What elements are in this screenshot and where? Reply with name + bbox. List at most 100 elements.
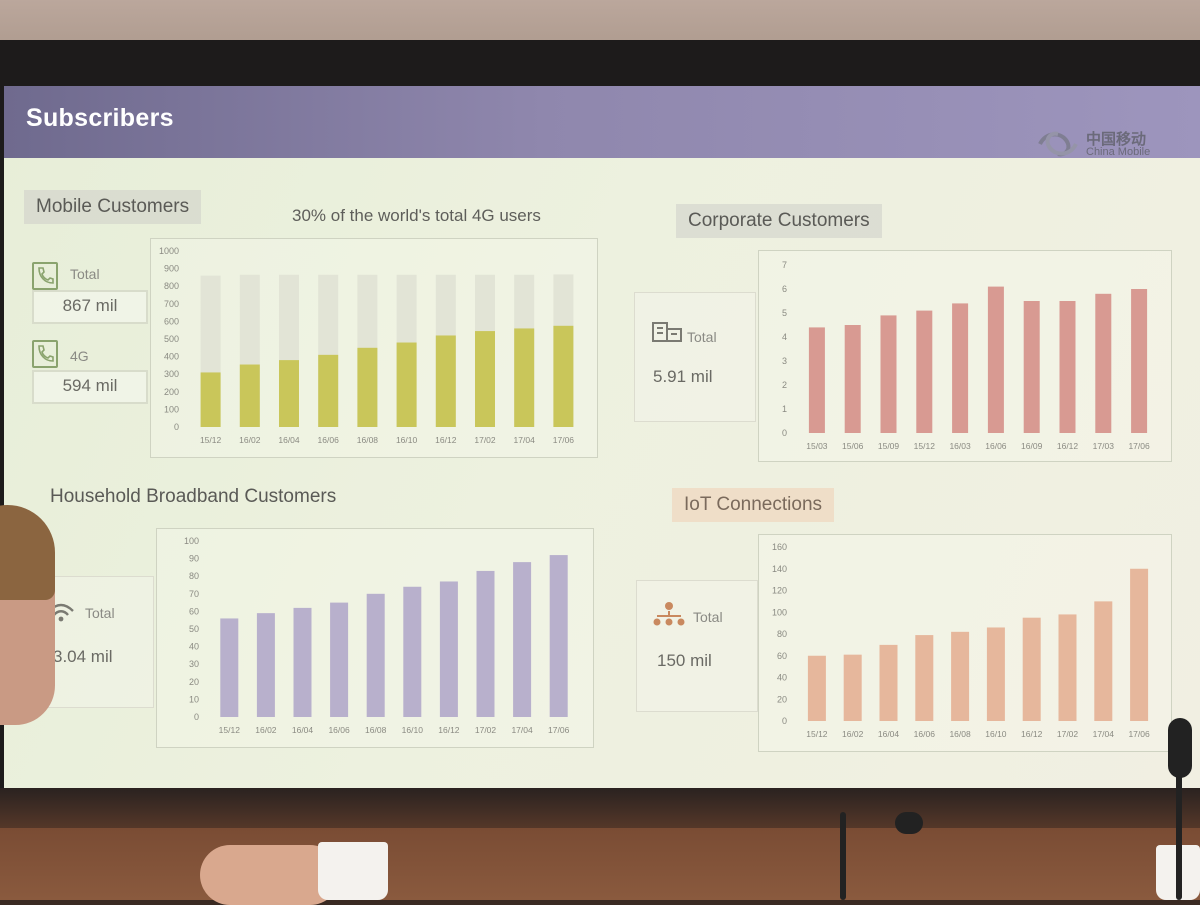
iot-total-panel: Total 150 mil — [636, 580, 758, 712]
corporate-total-panel: Total 5.91 mil — [634, 292, 756, 422]
bar — [808, 327, 825, 433]
bar — [916, 310, 933, 433]
iot-connections-title: IoT Connections — [672, 488, 835, 522]
iot-total-value: 150 mil — [657, 651, 712, 670]
x-tick-label: 17/02 — [475, 725, 497, 735]
y-tick-label: 200 — [164, 387, 179, 397]
y-tick-label: 40 — [189, 642, 199, 652]
bar — [220, 618, 239, 717]
y-tick-label: 100 — [772, 607, 787, 617]
y-tick-label: 800 — [164, 281, 179, 291]
x-tick-label: 16/10 — [402, 725, 424, 735]
y-tick-label: 40 — [777, 673, 787, 683]
x-tick-label: 16/02 — [842, 729, 864, 739]
x-tick-label: 17/06 — [1128, 441, 1150, 451]
bar — [844, 325, 861, 433]
y-tick-label: 7 — [782, 260, 787, 270]
slide: Subscribers 中国移动 China Mobile Mobile Cus… — [4, 86, 1200, 788]
x-tick-label: 16/04 — [292, 725, 314, 735]
y-tick-label: 100 — [184, 536, 199, 546]
bar — [279, 360, 299, 427]
bar — [553, 325, 574, 427]
x-tick-label: 17/06 — [548, 725, 570, 735]
china-mobile-logo-icon — [1038, 131, 1078, 157]
bar — [403, 586, 422, 717]
slide-header: Subscribers — [4, 86, 1200, 158]
mobile-total-value: 867 mil — [32, 290, 148, 324]
x-tick-label: 16/06 — [914, 729, 936, 739]
x-tick-label: 16/10 — [396, 435, 418, 445]
x-tick-label: 16/08 — [949, 729, 971, 739]
y-tick-label: 1 — [782, 404, 787, 414]
corporate-total-value: 5.91 mil — [653, 367, 713, 386]
bar — [1131, 289, 1148, 433]
x-tick-label: 16/04 — [878, 729, 900, 739]
x-tick-label: 16/12 — [1021, 729, 1043, 739]
bar — [1094, 601, 1113, 721]
y-tick-label: 900 — [164, 264, 179, 274]
y-tick-label: 20 — [189, 677, 199, 687]
y-tick-label: 80 — [189, 571, 199, 581]
bar — [952, 303, 969, 433]
y-tick-label: 0 — [782, 716, 787, 726]
y-tick-label: 5 — [782, 308, 787, 318]
x-tick-label: 16/09 — [1021, 441, 1043, 451]
corporate-total-label: Total — [687, 329, 717, 345]
x-tick-label: 17/02 — [1057, 729, 1079, 739]
bar — [200, 372, 221, 427]
x-tick-label: 17/06 — [1128, 729, 1150, 739]
building-icon — [652, 322, 682, 342]
y-tick-label: 10 — [189, 694, 199, 704]
bar — [1130, 568, 1149, 721]
x-tick-label: 16/04 — [278, 435, 300, 445]
x-tick-label: 17/06 — [553, 435, 575, 445]
x-tick-label: 16/06 — [328, 725, 350, 735]
y-tick-label: 0 — [782, 428, 787, 438]
x-tick-label: 15/12 — [219, 725, 241, 735]
bar — [475, 331, 495, 427]
iot-chart-panel: 0 20 40 60 80 100 120 140 160 15/12 16/02 16/04 16/0… — [758, 534, 1172, 752]
y-tick-label: 60 — [189, 606, 199, 616]
y-tick-label: 50 — [189, 624, 199, 634]
y-tick-label: 300 — [164, 369, 179, 379]
bar — [1059, 301, 1076, 433]
x-tick-label: 16/08 — [365, 725, 387, 735]
household-broadband-chart: 0 10 20 30 40 50 60 70 80 90 100 15/12 16/02 16/04 16/… — [184, 536, 570, 735]
x-tick-label: 16/06 — [318, 435, 340, 445]
y-tick-label: 160 — [772, 542, 787, 552]
x-tick-label: 15/12 — [914, 441, 936, 451]
bar — [366, 593, 385, 717]
bar — [1058, 614, 1077, 721]
y-tick-label: 4 — [782, 332, 787, 342]
y-tick-label: 80 — [777, 629, 787, 639]
bar — [986, 627, 1005, 721]
y-tick-label: 60 — [777, 651, 787, 661]
iot-total-label: Total — [693, 609, 723, 625]
broadband-total-label: Total — [85, 605, 115, 621]
bar — [1023, 301, 1040, 433]
y-tick-label: 90 — [189, 554, 199, 564]
x-tick-label: 16/02 — [239, 435, 261, 445]
y-tick-label: 3 — [782, 356, 787, 366]
conference-desk — [0, 828, 1200, 900]
bar — [514, 328, 535, 427]
iot-connections-chart: 0 20 40 60 80 100 120 140 160 15/12 16/02 16/04 16/0… — [772, 542, 1150, 739]
x-tick-label: 17/04 — [511, 725, 533, 735]
x-tick-label: 16/02 — [255, 725, 277, 735]
bar — [256, 613, 275, 717]
y-tick-label: 700 — [164, 299, 179, 309]
y-tick-label: 70 — [189, 589, 199, 599]
x-tick-label: 16/12 — [1057, 441, 1079, 451]
broadband-chart-panel: 0 10 20 30 40 50 60 70 80 90 100 15/12 16/02 16/04 16/… — [156, 528, 594, 748]
y-tick-label: 400 — [164, 352, 179, 362]
x-tick-label: 17/04 — [1093, 729, 1115, 739]
phone-icon — [32, 262, 58, 290]
bar — [807, 655, 826, 721]
mobile-customers-title: Mobile Customers — [24, 190, 202, 224]
china-mobile-logo: 中国移动 China Mobile — [1036, 126, 1186, 172]
bar — [396, 342, 417, 427]
x-tick-label: 15/03 — [806, 441, 828, 451]
x-tick-label: 17/04 — [514, 435, 536, 445]
corporate-customers-title: Corporate Customers — [676, 204, 882, 238]
bar — [987, 286, 1004, 433]
